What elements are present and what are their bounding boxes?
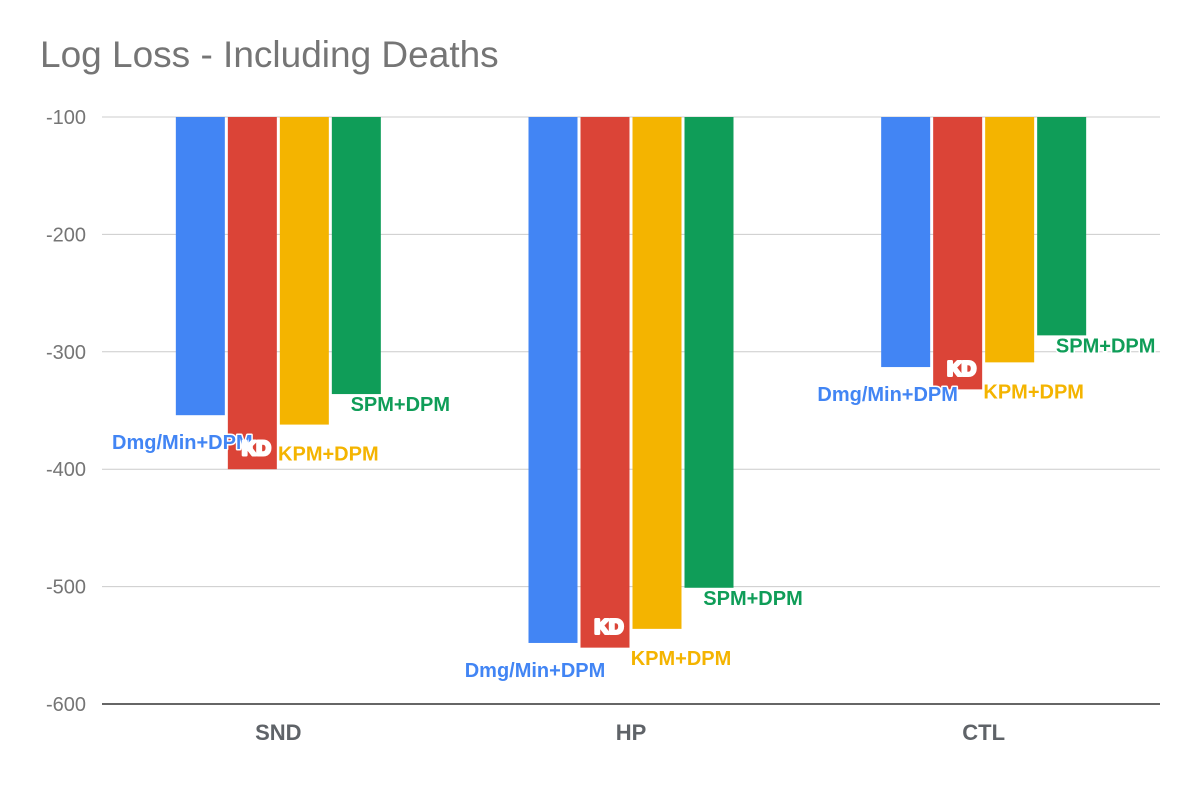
bar-ctl-3 xyxy=(1037,117,1087,336)
data-label: KD xyxy=(947,358,976,380)
bar-ctl-1 xyxy=(933,117,983,390)
x-category-label: CTL xyxy=(962,720,1005,745)
data-label: KD xyxy=(242,438,271,460)
bar-snd-1 xyxy=(227,117,277,470)
bar-hp-1 xyxy=(580,117,630,648)
bar-hp-2 xyxy=(632,117,682,629)
data-label: KPM+DPM xyxy=(983,381,1084,403)
y-tick-label: -600 xyxy=(46,694,86,716)
bar-ctl-0 xyxy=(881,117,931,368)
x-category-label: SND xyxy=(255,720,301,745)
bar-snd-2 xyxy=(279,117,329,425)
data-label: SPM+DPM xyxy=(703,588,802,610)
bar-hp-3 xyxy=(684,117,734,588)
data-label: KD xyxy=(595,617,624,639)
data-label: KPM+DPM xyxy=(631,648,732,670)
bar-ctl-2 xyxy=(985,117,1035,363)
y-tick-label: -400 xyxy=(46,459,86,481)
y-tick-label: -200 xyxy=(46,224,86,246)
x-category-label: HP xyxy=(616,720,647,745)
data-label: Dmg/Min+DPM xyxy=(465,660,606,682)
data-label: SPM+DPM xyxy=(1056,335,1155,357)
y-tick-label: -100 xyxy=(46,107,86,129)
y-tick-label: -500 xyxy=(46,577,86,599)
bar-snd-0 xyxy=(175,117,225,416)
data-label: KPM+DPM xyxy=(278,444,379,466)
data-label: SPM+DPM xyxy=(351,394,450,416)
bar-snd-3 xyxy=(331,117,381,395)
chart-title: Log Loss - Including Deaths xyxy=(40,34,499,75)
bar-hp-0 xyxy=(528,117,578,643)
data-label: Dmg/Min+DPM xyxy=(112,432,253,454)
y-tick-label: -300 xyxy=(46,342,86,364)
data-label: Dmg/Min+DPM xyxy=(817,384,958,406)
